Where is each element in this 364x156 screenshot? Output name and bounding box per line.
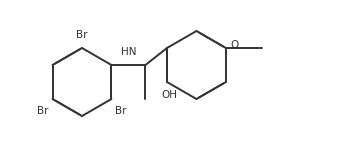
Text: OH: OH xyxy=(161,90,177,100)
Text: Br: Br xyxy=(76,30,88,40)
Text: Br: Br xyxy=(37,106,48,116)
Text: HN: HN xyxy=(121,47,136,57)
Text: Br: Br xyxy=(115,106,127,116)
Text: O: O xyxy=(230,40,238,50)
